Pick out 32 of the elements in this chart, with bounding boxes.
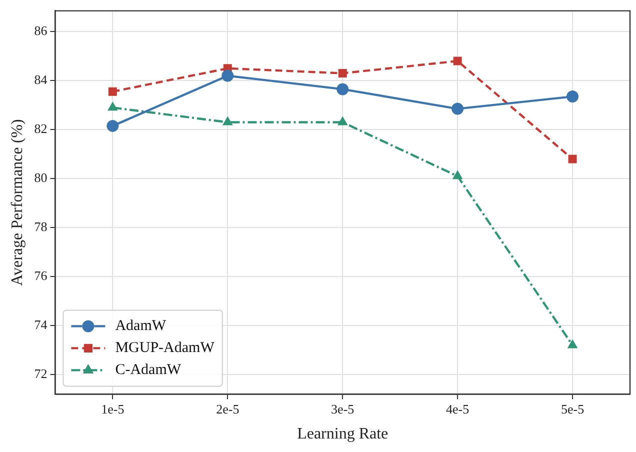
legend-label: AdamW (115, 318, 167, 334)
point (222, 116, 233, 126)
y-tick-label: 72 (34, 366, 48, 382)
y-tick-label: 78 (34, 219, 48, 234)
legend-label: C-AdamW (115, 362, 182, 378)
point (338, 69, 347, 78)
y-tick-label: 80 (34, 170, 48, 186)
y-tick-label: 86 (34, 23, 48, 38)
legend-label: MGUP-AdamW (115, 340, 216, 356)
x-axis-title: Learning Rate (297, 426, 388, 443)
y-tick-label: 74 (34, 317, 48, 332)
y-tick-label: 84 (34, 72, 48, 88)
y-tick-label: 82 (34, 121, 48, 136)
point (452, 170, 463, 180)
point (336, 83, 349, 96)
x-tick-label: 5e-5 (560, 401, 584, 416)
point (566, 90, 579, 103)
point (222, 70, 234, 82)
x-tick-label: 4e-5 (446, 401, 470, 416)
point (107, 102, 118, 111)
x-tick-label: 2e-5 (216, 401, 240, 416)
point (453, 56, 462, 66)
point (452, 102, 464, 115)
point (568, 154, 577, 164)
y-axis-title: Average Performance (%) (8, 119, 26, 286)
y-tick-label: 76 (34, 268, 48, 284)
x-tick-label: 1e-5 (101, 401, 124, 416)
point (108, 87, 117, 96)
point (106, 120, 119, 132)
point (567, 339, 578, 348)
point (337, 116, 348, 126)
x-tick-label: 3e-5 (331, 401, 354, 416)
